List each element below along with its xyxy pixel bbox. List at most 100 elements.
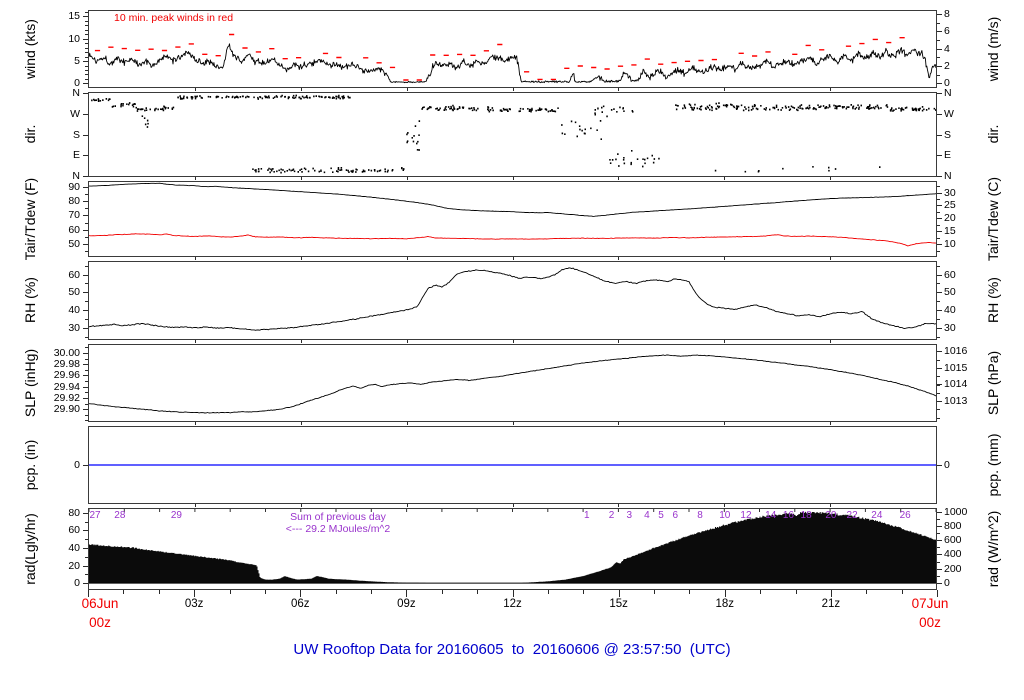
axis-tick [85,237,88,238]
axis-tick [937,547,940,548]
x-minor-tick [830,504,831,507]
x-minor-tick [407,257,408,260]
panel-direction [88,92,937,177]
x-minor-tick [301,257,302,260]
axis-tick [85,392,88,393]
axis-tick [937,393,940,394]
axis-tick [85,251,88,252]
axis-tick [85,74,88,75]
rh-plot-svg [89,267,936,331]
radiation-bars [89,511,936,584]
axis-tick [937,251,940,252]
axis-tick [85,52,88,53]
Tdew_F-line [89,233,936,247]
rad-milestone-label: 10 [719,510,731,521]
axis-tick [83,353,88,354]
axis-tick [937,360,940,361]
axis-tick [937,176,942,177]
axis-tick [85,574,88,575]
rad-milestone-label: 22 [846,510,858,521]
x-minor-tick [548,590,549,594]
axis-tick [85,70,88,71]
axis-tick-label: N [944,87,952,99]
axis-tick [83,409,88,410]
axis-tick [83,364,88,365]
axis-tick-label: S [944,128,952,141]
axis-tick [937,40,940,41]
axis-tick-label: 5 [74,55,80,68]
x-axis-label: 21z [821,598,841,610]
axis-tick [85,415,88,416]
x-minor-tick [830,177,831,180]
rad-milestone-label: 29 [170,510,182,521]
rad-milestone-label: 5 [658,510,664,521]
axis-tick [83,275,88,276]
axis-tick [937,135,942,136]
rad-milestone-label: 24 [871,510,883,521]
x-minor-tick [513,257,514,260]
axis-tick [937,418,940,419]
axis-tick [937,275,942,276]
x-minor-tick [654,590,655,594]
axis-tick [937,310,942,311]
x-minor-tick [513,340,514,343]
axis-tick [937,583,942,584]
axis-tick [937,83,942,84]
axis-tick [937,205,942,206]
x-minor-tick [265,590,266,594]
axis-tick [85,557,88,558]
axis-tick-label: 0 [74,77,80,90]
axis-tick-label: 29.90 [53,403,80,416]
axis-tick [85,420,88,421]
rad-milestone-label: 27 [89,510,101,521]
axis-tick [83,328,88,329]
x-major-tick [619,590,620,597]
axis-tick [85,359,88,360]
x-minor-tick [442,590,443,594]
x-major-tick [831,590,832,597]
wind_speed_kts-line [89,43,936,84]
axis-tick [83,465,88,466]
axis-tick [85,283,88,284]
axis-tick [937,465,942,466]
axis-tick [85,337,88,338]
x-minor-tick [123,590,124,594]
axis-tick [85,194,88,195]
axis-tick [85,43,88,44]
axis-tick [937,31,942,32]
axis-tick [85,266,88,267]
x-minor-tick [336,590,337,594]
x-minor-tick [724,340,725,343]
x-minor-tick [866,590,867,594]
slp-plot-svg [89,354,936,414]
x-minor-tick [477,590,478,594]
x-axis-start-date: 06Jun [81,596,119,611]
axis-tick [937,218,942,219]
axis-tick [85,48,88,49]
x-minor-tick [583,590,584,594]
x-minor-tick [195,88,196,91]
axis-tick-label: 400 [944,548,962,561]
rad-milestone-label: 28 [114,510,126,521]
rad-milestone-label: 14 [765,510,777,521]
figure-title: UW Rooftop Data for 20160605 to 20160606… [293,641,731,658]
axis-tick [83,387,88,388]
x-major-tick [406,590,407,597]
pcp-plot-svg [89,464,936,466]
axis-tick-label: 2 [944,60,950,73]
axis-tick [937,384,942,385]
x-minor-tick [830,422,831,425]
x-minor-tick [301,422,302,425]
axis-tick [937,351,942,352]
x-minor-tick [830,340,831,343]
axis-tick [85,21,88,22]
axis-tick [937,186,940,187]
axis-tick [85,319,88,320]
axis-tick [83,114,88,115]
axis-tick [83,39,88,40]
axis-tick [83,398,88,399]
axis-tick-label: 29.94 [53,380,80,393]
axis-tick [937,409,940,410]
x-minor-tick [301,340,302,343]
axis-tick-label: 0 [74,459,80,471]
